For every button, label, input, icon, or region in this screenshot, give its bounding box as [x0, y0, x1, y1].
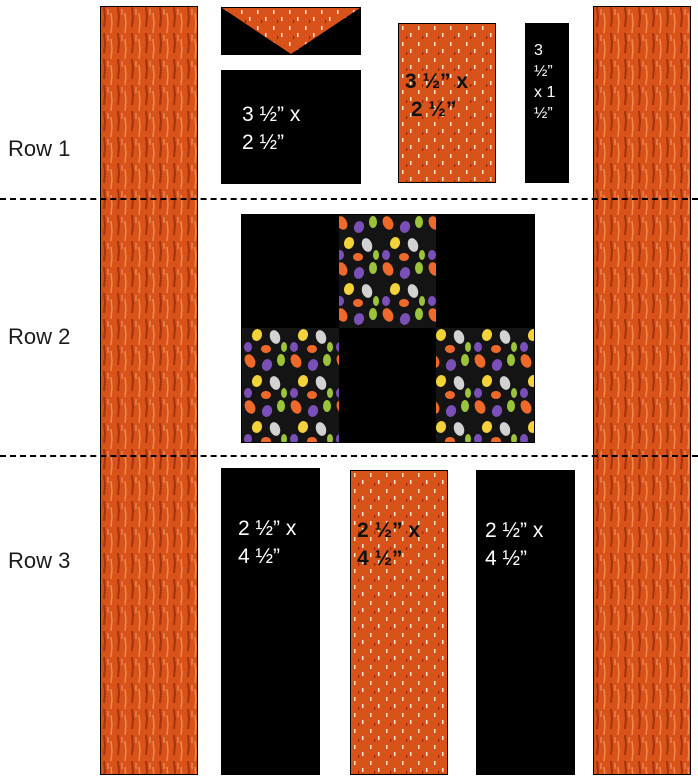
row1-orange-block: 3 ½” x 2 ½” — [398, 23, 496, 183]
row1-thin-block: 3 ½” x 1 ½” — [525, 23, 569, 183]
row3-left-block: 2 ½” x 4 ½” — [221, 468, 320, 775]
row2-block-grid — [241, 214, 535, 443]
row3-center-block: 2 ½” x 4 ½” — [350, 470, 448, 775]
row1-triangle-block — [221, 7, 361, 55]
row1-black-block-label: 3 ½” x 2 ½” — [242, 103, 301, 154]
row1-orange-block-label: 3 ½” x 2 ½” — [405, 70, 469, 121]
row3-center-block-label: 2 ½” x 4 ½” — [357, 519, 421, 570]
row-1-label: Row 1 — [8, 136, 71, 161]
row-divider-2 — [0, 455, 698, 457]
row1-black-block: 3 ½” x 2 ½” — [221, 70, 361, 184]
right-border-strip — [593, 6, 691, 775]
row-3-label: Row 3 — [8, 548, 71, 573]
row3-right-block: 2 ½” x 4 ½” — [476, 470, 575, 775]
row3-right-block-label: 2 ½” x 4 ½” — [485, 519, 544, 570]
left-border-strip — [100, 6, 198, 775]
row1-thin-block-label: 3 ½” x 1 ½” — [534, 42, 556, 122]
row-divider-1 — [0, 198, 698, 200]
row3-left-block-label: 2 ½” x 4 ½” — [238, 517, 297, 568]
row-2-label: Row 2 — [8, 324, 71, 349]
